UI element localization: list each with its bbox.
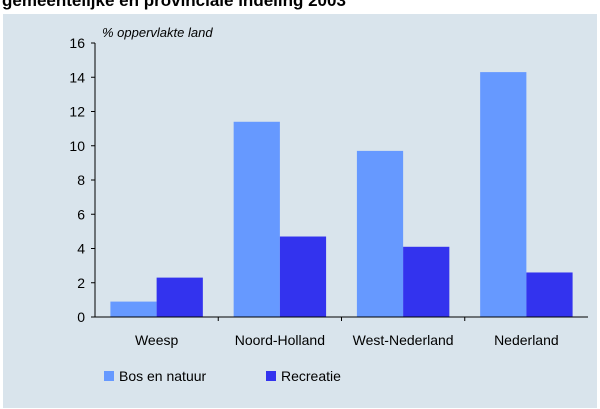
x-category-label: West-Nederland	[353, 332, 454, 348]
y-tick-label: 8	[77, 172, 85, 188]
y-axis-ticks: 0 2 4 6 8 10 12 14 16	[69, 35, 95, 325]
bar-bos-en-natuur-weesp	[110, 301, 157, 317]
legend-swatch	[104, 371, 114, 381]
y-tick-label: 0	[77, 309, 85, 325]
x-category-label: Nederland	[494, 332, 559, 348]
y-tick-label: 4	[77, 241, 85, 257]
x-axis-ticks: Weesp Noord-Holland West-Nederland Nederlan…	[135, 317, 559, 348]
bar-bos-en-natuur-west-nederland	[356, 150, 404, 317]
bar-recreatie-nederland	[526, 272, 573, 317]
bar-bos-en-natuur-noord-holland	[233, 121, 280, 318]
chart-title: gemeentelijke en provinciale indeling 20…	[2, 0, 346, 10]
y-tick-label: 10	[69, 138, 85, 154]
y-axis-unit-label: % oppervlakte land	[102, 25, 213, 40]
y-tick-label: 14	[69, 69, 85, 85]
legend-label: Bos en natuur	[119, 368, 207, 384]
bars-group	[110, 72, 573, 318]
y-tick-label: 2	[77, 275, 85, 291]
legend: Bos en natuur Recreatie	[104, 368, 341, 384]
legend-label: Recreatie	[281, 368, 341, 384]
bar-recreatie-weesp	[156, 277, 203, 317]
x-category-label: Weesp	[135, 332, 179, 348]
bar-recreatie-west-nederland	[403, 246, 450, 317]
x-category-label: Noord-Holland	[235, 332, 325, 348]
y-tick-label: 12	[69, 104, 85, 120]
legend-swatch	[266, 371, 276, 381]
bar-recreatie-noord-holland	[279, 236, 327, 317]
y-tick-label: 16	[69, 35, 85, 51]
bar-bos-en-natuur-nederland	[480, 72, 527, 317]
y-tick-label: 6	[77, 206, 85, 222]
